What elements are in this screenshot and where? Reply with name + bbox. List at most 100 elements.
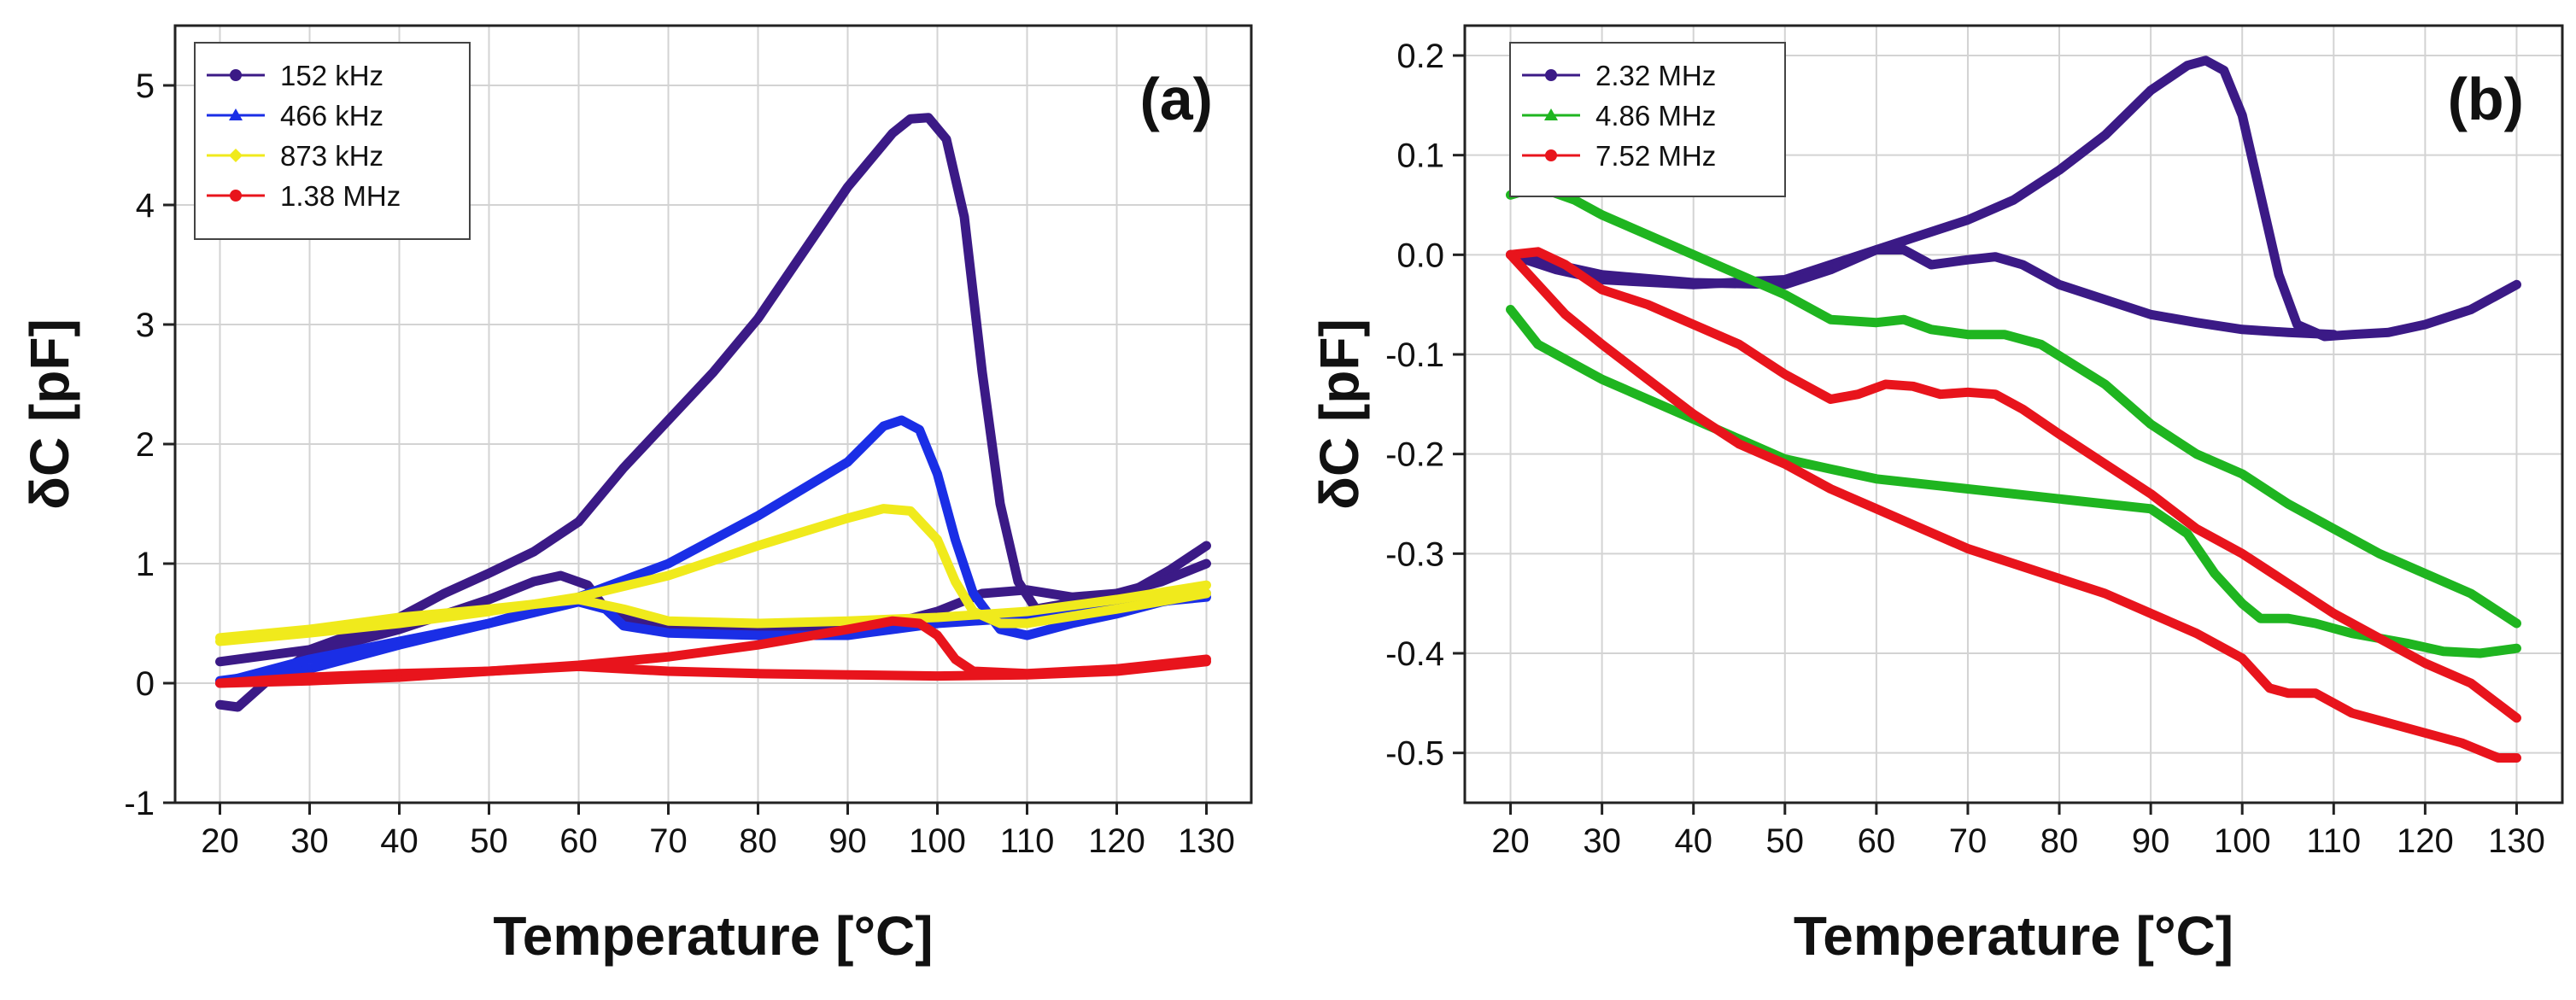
a-x-tick-label: 40	[380, 822, 419, 860]
b-series-1-point	[2403, 640, 2410, 646]
b-series-0-point	[1599, 272, 1606, 278]
b-x-tick-label: 30	[1583, 822, 1621, 860]
b-series-0-point	[1827, 266, 1834, 273]
b-series-0-point	[1964, 217, 1971, 223]
b-series-2-point	[2019, 406, 2026, 412]
b-series-1-point	[2239, 471, 2245, 477]
b-series-2-point	[2239, 550, 2245, 557]
a-series-2-point	[217, 635, 223, 641]
b-series-0-point	[1873, 247, 1880, 253]
b-series-0-line	[1506, 56, 2521, 342]
b-series-1-point	[1964, 331, 1971, 338]
b-series-2-point	[2513, 755, 2520, 761]
a-series-2-point	[1203, 590, 1209, 597]
b-series-0-point	[2421, 321, 2428, 328]
a-legend-marker	[229, 108, 243, 120]
b-legend-label: 2.32 MHz	[1595, 60, 1716, 91]
a-series-0-point	[576, 518, 582, 525]
b-series-1-point	[1736, 272, 1742, 278]
b-x-tick-label: 120	[2397, 822, 2454, 860]
b-series-1-point	[2038, 341, 2045, 348]
b-series-2-point	[1690, 411, 1697, 418]
b-series-0-point	[2239, 112, 2245, 119]
a-series-0-point	[1203, 560, 1209, 567]
a-series-3-point	[576, 663, 582, 670]
b-series-0-point	[2019, 261, 2026, 268]
a-series-3-point	[1024, 671, 1030, 678]
b-series-1-point	[2184, 530, 2191, 537]
a-series-1-point	[845, 459, 851, 465]
b-x-tick-label: 100	[2214, 822, 2271, 860]
b-y-tick-label: 0.0	[1396, 237, 1444, 274]
b-series-0-point	[2275, 272, 2282, 278]
a-legend-marker	[229, 149, 243, 162]
a-legend: 152 kHz 466 kHz 873 kHz 1.38 MHz	[194, 42, 471, 240]
b-series-2-point	[2285, 580, 2292, 587]
b-series-2-point	[2266, 685, 2273, 692]
a-series-2-point	[997, 620, 1004, 627]
b-series-1-point	[1535, 341, 1542, 348]
a-series-0-point	[584, 582, 591, 588]
b-series-2-point	[2421, 660, 2428, 667]
a-series-2-point	[307, 626, 313, 633]
b-series-1-point	[2330, 525, 2337, 532]
b-series-1-point	[1873, 319, 1880, 326]
a-series-2-point	[755, 542, 761, 549]
b-series-0-point	[2239, 326, 2245, 333]
a-y-tick-label: 0	[136, 665, 155, 703]
b-series-1-point	[1964, 486, 1971, 492]
b-series-2-point	[2147, 490, 2154, 497]
a-series-1-point	[881, 423, 887, 430]
a-series-0-point	[558, 572, 564, 579]
a-series-2-point	[620, 605, 627, 612]
b-series-1-point	[2477, 650, 2484, 657]
b-series-0-point	[1928, 261, 1935, 268]
b-series-1-point	[2513, 645, 2520, 652]
a-series-2-point	[665, 572, 671, 579]
a-series-2-point	[881, 506, 887, 512]
a-series-0-point	[961, 213, 968, 220]
b-y-tick-label: 0.1	[1396, 137, 1444, 175]
b-series-0-point	[2193, 319, 2200, 326]
b-series-2-point	[1910, 383, 1917, 389]
b-series-1-point	[1928, 326, 1935, 333]
b-series-0-point	[2102, 296, 2109, 303]
panel-b: 20 30 40 50 60 70 80 90 100 110 120 130 0.2 0.1 0.0 -0.…	[1308, 24, 2564, 967]
a-series-3-point	[755, 670, 761, 677]
a-series-2-point	[576, 596, 582, 603]
b-legend-marker	[1544, 108, 1558, 120]
b-series-0-point	[2202, 57, 2209, 64]
b-series-2-point	[1562, 261, 1569, 268]
a-x-tick-label: 100	[909, 822, 966, 860]
b-series-2-point	[1736, 441, 1742, 447]
a-series-1-point	[307, 665, 313, 672]
b-x-tick-label: 130	[2488, 822, 2545, 860]
a-series-1-point	[889, 626, 896, 633]
a-series-1-point	[620, 623, 627, 629]
a-series-0-point	[710, 369, 717, 376]
b-series-0-point	[1992, 254, 1999, 260]
b-series-2-point	[1827, 486, 1834, 492]
b-series-0-point	[2257, 191, 2264, 198]
b-series-1-point	[2376, 550, 2383, 557]
b-series-2-point	[1918, 525, 1925, 532]
a-series-1-point	[755, 512, 761, 519]
b-series-2	[1506, 247, 2521, 763]
a-series-0-point	[217, 701, 223, 708]
a-y-tick-label: 4	[136, 187, 155, 225]
a-series-0-point	[755, 315, 761, 322]
b-legend-label: 7.52 MHz	[1595, 140, 1716, 172]
b-x-tick-label: 20	[1491, 822, 1530, 860]
a-series-0-point	[1015, 578, 1022, 585]
a-series-2-point	[755, 620, 761, 627]
a-x-tick-label: 90	[828, 822, 867, 860]
a-y-axis-title: δC [pF]	[19, 319, 80, 510]
b-series-0-point	[2102, 132, 2109, 138]
b-y-tick-label: -0.5	[1385, 735, 1444, 773]
a-series-1-point	[396, 638, 402, 645]
b-legend: 2.32 MHz 4.86 MHz 7.52 MHz	[1509, 42, 1786, 197]
b-series-2-point	[2056, 430, 2063, 437]
a-series-1-point	[934, 471, 940, 477]
b-series-2-point	[2403, 725, 2410, 731]
b-y-tick-label: -0.1	[1385, 336, 1444, 374]
